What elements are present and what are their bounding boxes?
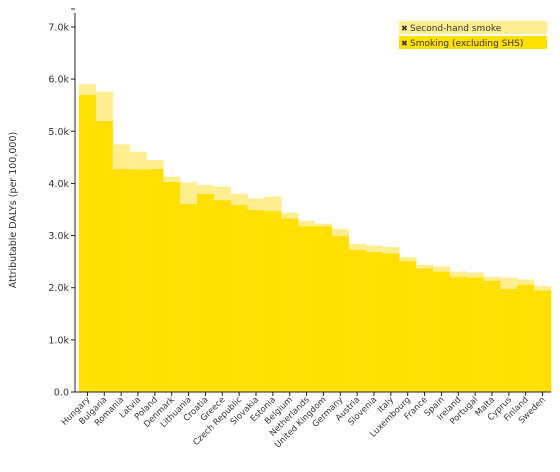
- bar-second-hand-smoke[interactable]: [197, 184, 215, 194]
- y-tick-label: 4.0k: [48, 179, 69, 190]
- bar-second-hand-smoke[interactable]: [365, 245, 383, 252]
- bar-second-hand-smoke[interactable]: [534, 286, 552, 291]
- bar-smoking[interactable]: [517, 284, 535, 392]
- bar-second-hand-smoke[interactable]: [129, 151, 147, 170]
- legend-item-background[interactable]: [399, 36, 547, 49]
- bar-smoking[interactable]: [163, 181, 181, 392]
- bar-smoking[interactable]: [95, 120, 114, 393]
- bar-second-hand-smoke[interactable]: [213, 186, 232, 201]
- y-tick-label: 3.0k: [48, 231, 69, 242]
- legend-marker-icon: ✖: [401, 39, 408, 48]
- bar-smoking[interactable]: [365, 251, 383, 392]
- legend-label: Second-hand smoke: [410, 24, 502, 34]
- y-axis: 0.0 1.0k 2.0k 3.0k 4.0k 5.0k 6.0k 7.0k: [48, 8, 76, 399]
- bar-second-hand-smoke[interactable]: [348, 243, 366, 250]
- legend-label: Smoking (excluding SHS): [410, 39, 523, 49]
- y-tick-label: 1.0k: [48, 335, 69, 346]
- legend[interactable]: ✖ Second-hand smoke✖ Smoking (excluding SH…: [399, 21, 547, 49]
- bar-second-hand-smoke[interactable]: [281, 212, 299, 219]
- bar-second-hand-smoke[interactable]: [517, 279, 535, 285]
- bar-second-hand-smoke[interactable]: [79, 84, 97, 95]
- bar-smoking[interactable]: [230, 204, 248, 392]
- bar-second-hand-smoke[interactable]: [331, 228, 350, 237]
- bar-smoking[interactable]: [79, 94, 97, 392]
- bar-smoking[interactable]: [112, 168, 130, 392]
- y-tick-label: 2.0k: [48, 283, 69, 294]
- bar-smoking[interactable]: [281, 218, 299, 392]
- legend-marker-icon: ✖: [401, 24, 408, 33]
- bar-smoking[interactable]: [534, 290, 552, 392]
- y-tick-label: 0.0: [54, 388, 69, 399]
- bar-smoking[interactable]: [146, 168, 164, 392]
- legend-item-background[interactable]: [399, 21, 547, 34]
- bar-smoking[interactable]: [416, 268, 434, 392]
- bar-second-hand-smoke[interactable]: [264, 196, 282, 212]
- bar-smoking[interactable]: [433, 271, 451, 392]
- y-tick-label: 6.0k: [48, 75, 69, 86]
- bar-smoking[interactable]: [399, 261, 417, 392]
- bar-second-hand-smoke[interactable]: [500, 277, 518, 289]
- bar-second-hand-smoke[interactable]: [449, 271, 468, 277]
- bar-second-hand-smoke[interactable]: [163, 176, 181, 182]
- bar-smoking[interactable]: [213, 200, 232, 392]
- bar-smoking[interactable]: [315, 226, 333, 392]
- bar-smoking[interactable]: [298, 226, 316, 392]
- bar-second-hand-smoke[interactable]: [483, 276, 501, 281]
- bar-second-hand-smoke[interactable]: [146, 159, 164, 169]
- bar-second-hand-smoke[interactable]: [95, 91, 114, 121]
- bar-smoking[interactable]: [466, 277, 484, 392]
- bar-second-hand-smoke[interactable]: [466, 272, 484, 278]
- bar-second-hand-smoke[interactable]: [399, 256, 417, 262]
- bar-second-hand-smoke[interactable]: [247, 198, 265, 211]
- bar-smoking[interactable]: [483, 280, 501, 392]
- bar-smoking[interactable]: [247, 210, 265, 392]
- bar-second-hand-smoke[interactable]: [382, 247, 400, 254]
- bar-smoking[interactable]: [180, 203, 198, 392]
- bar-second-hand-smoke[interactable]: [180, 182, 198, 204]
- bar-smoking[interactable]: [331, 236, 350, 392]
- bar-smoking[interactable]: [500, 288, 518, 392]
- bar-second-hand-smoke[interactable]: [416, 264, 434, 269]
- bars: [79, 84, 552, 393]
- bar-smoking[interactable]: [382, 253, 400, 392]
- y-axis-label: Attributable DALYs (per 100,000): [8, 132, 19, 288]
- bar-second-hand-smoke[interactable]: [112, 144, 130, 169]
- bar-smoking[interactable]: [197, 193, 215, 392]
- bar-second-hand-smoke[interactable]: [298, 220, 316, 227]
- bar-smoking[interactable]: [449, 276, 468, 392]
- bar-second-hand-smoke[interactable]: [230, 193, 248, 205]
- bar-second-hand-smoke[interactable]: [315, 223, 333, 227]
- x-axis: HungaryBulgariaRomaniaLatviaPolandDenmar…: [60, 391, 551, 450]
- bar-second-hand-smoke[interactable]: [433, 266, 451, 272]
- y-tick-label: 7.0k: [48, 23, 69, 34]
- bar-smoking[interactable]: [129, 169, 147, 392]
- bar-smoking[interactable]: [348, 249, 366, 392]
- y-tick-label: 5.0k: [48, 127, 69, 138]
- bar-smoking[interactable]: [264, 211, 282, 392]
